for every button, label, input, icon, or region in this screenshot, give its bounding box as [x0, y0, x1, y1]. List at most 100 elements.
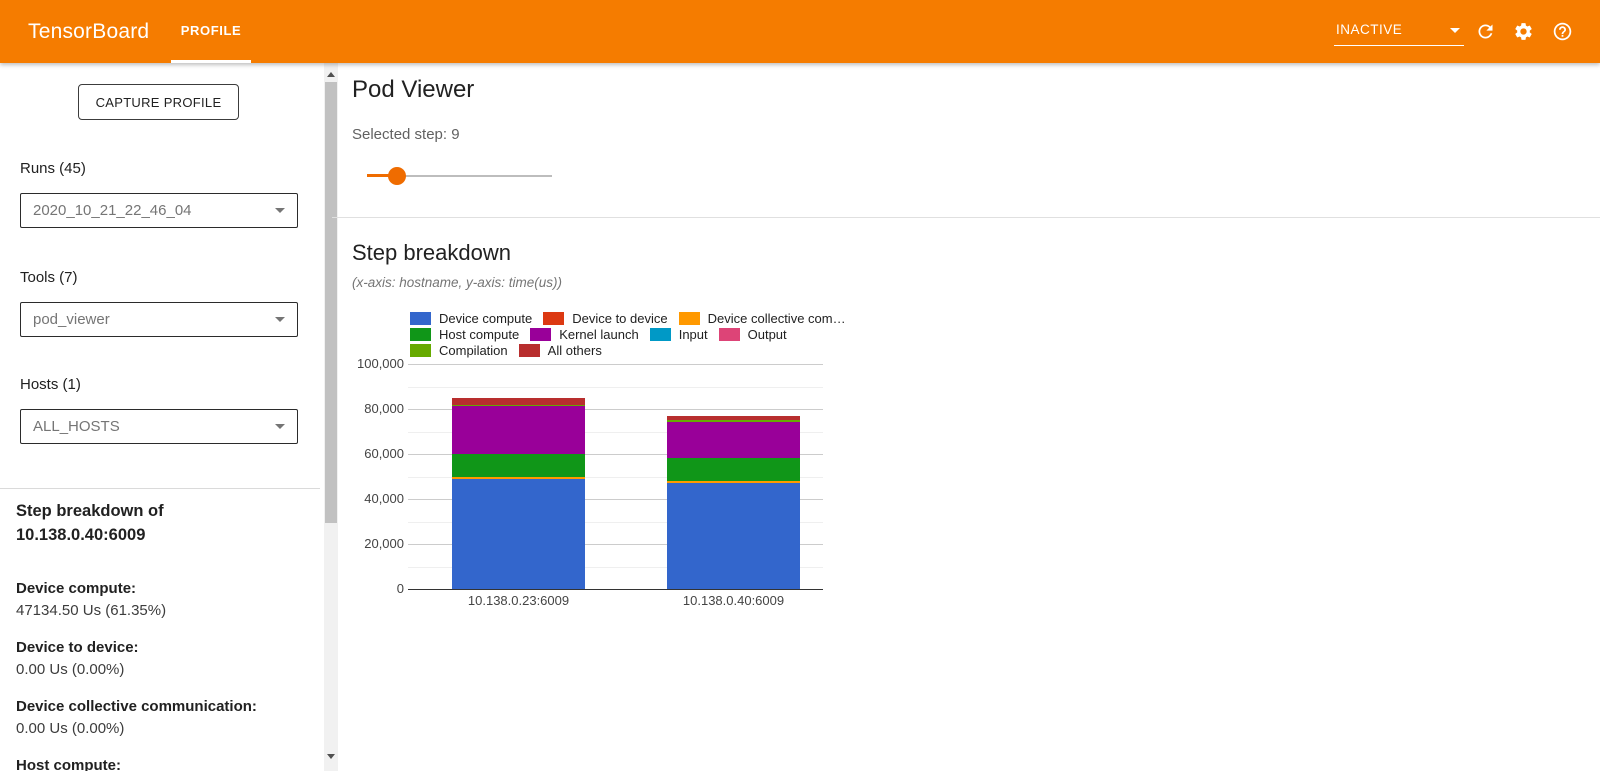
legend-item-input: Input — [649, 327, 708, 342]
sidebar-scrollbar[interactable] — [324, 63, 338, 771]
caret-down-icon — [275, 424, 285, 429]
stat-item: Device collective communication: 0.00 Us … — [16, 696, 308, 740]
step-slider[interactable] — [367, 167, 552, 185]
gridline — [408, 409, 823, 410]
legend-swatch — [649, 327, 671, 341]
bar-segment[interactable] — [452, 454, 585, 478]
legend-swatch — [410, 311, 431, 325]
x-axis-tick-label: 10.138.0.40:6009 — [682, 593, 785, 608]
legend-item-kernel-launch: Kernel launch — [530, 327, 639, 342]
x-axis-line — [408, 589, 823, 590]
slider-fill — [367, 174, 397, 177]
slider-track[interactable] — [367, 175, 552, 177]
legend-label: Output — [747, 326, 787, 342]
legend-swatch — [410, 327, 431, 341]
slider-thumb[interactable] — [387, 167, 406, 185]
gridline — [408, 454, 823, 455]
legend-item-device-to-device: Device to device — [543, 310, 668, 326]
gridline — [408, 499, 823, 500]
gridline — [408, 364, 823, 365]
bar-segment[interactable] — [452, 405, 585, 454]
legend-item-host-compute: Host compute — [410, 327, 519, 342]
scroll-up-icon[interactable] — [327, 72, 335, 77]
stat-value: 0.00 Us (0.00%) — [16, 661, 125, 678]
runs-label: Runs (45) — [20, 160, 86, 177]
step-breakdown-chart: 0 20,000 40,000 60,000 80,000 100,000 10.138.0… — [340, 63, 1240, 623]
help-icon — [1552, 22, 1573, 46]
settings-button[interactable] — [1513, 21, 1534, 42]
section-subtitle: (x-axis: hostname, y-axis: time(us)) — [352, 275, 563, 290]
legend-label: All others — [547, 342, 602, 358]
legend-label: Device collective com… — [707, 310, 846, 326]
legend-row: Compilation All others — [410, 342, 857, 358]
legend-swatch — [518, 343, 540, 357]
bar-segment[interactable] — [452, 477, 585, 479]
sidebar: CAPTURE PROFILE Runs (45) 2020_10_21_22_… — [0, 63, 320, 771]
stat-label: Host compute: — [16, 757, 121, 771]
selected-step-label: Selected step: 9 — [352, 126, 460, 143]
bar-segment[interactable] — [452, 397, 585, 405]
section-title: Step breakdown — [352, 240, 511, 265]
legend-swatch — [678, 311, 700, 325]
bar-segment[interactable] — [452, 404, 585, 406]
hosts-label: Hosts (1) — [20, 376, 81, 393]
help-button[interactable] — [1552, 21, 1573, 42]
gridline — [408, 386, 823, 388]
y-axis-tick-label: 40,000 — [364, 491, 404, 506]
status-dropdown[interactable]: INACTIVE — [1334, 20, 1464, 46]
page-title: Pod Viewer — [352, 76, 475, 103]
scroll-down-icon[interactable] — [327, 754, 335, 759]
stat-value: 47134.50 Us (61.35%) — [16, 602, 167, 619]
stat-item: Host compute: — [16, 755, 308, 771]
gear-icon — [1513, 23, 1534, 46]
bar-segment[interactable] — [667, 416, 800, 421]
legend-row: Device compute Device to device Device col… — [410, 310, 857, 326]
bar-segment[interactable] — [667, 480, 800, 483]
capture-profile-button[interactable]: CAPTURE PROFILE — [78, 84, 239, 120]
tab-profile[interactable]: PROFILE — [171, 0, 251, 63]
y-axis-tick-label: 20,000 — [364, 536, 404, 551]
refresh-button[interactable] — [1475, 21, 1496, 42]
tools-select[interactable]: pod_viewer — [20, 302, 298, 337]
caret-down-icon — [1450, 28, 1460, 33]
chart-legend: Device compute Device to device Device col… — [410, 310, 857, 358]
y-axis-tick-label: 80,000 — [364, 401, 404, 416]
legend-row: Host compute Kernel launch Input Output — [410, 326, 857, 342]
runs-select[interactable]: 2020_10_21_22_46_04 — [20, 193, 298, 228]
gridline — [408, 566, 823, 568]
stat-label: Device compute: — [16, 580, 137, 597]
legend-swatch — [543, 311, 565, 325]
legend-item-output: Output — [718, 326, 787, 342]
app-title: TensorBoard — [28, 19, 150, 43]
y-axis-tick-label: 100,000 — [357, 356, 404, 371]
gridline — [408, 476, 823, 478]
step-breakdown-stats: Device compute: 47134.50 Us (61.35%) Devic… — [16, 578, 308, 771]
bar-segment[interactable] — [667, 457, 800, 481]
bar-segment[interactable] — [667, 482, 800, 589]
y-axis-tick-label: 0 — [396, 581, 404, 596]
stat-item: Device compute: 47134.50 Us (61.35%) — [16, 578, 308, 622]
details-title-line2: 10.138.0.40:6009 — [16, 526, 146, 544]
details-title: Step breakdown of 10.138.0.40:6009 — [16, 499, 306, 547]
caret-down-icon — [275, 317, 285, 322]
bar-segment[interactable] — [452, 478, 585, 589]
legend-item-device-collective-communication: Device collective com… — [678, 310, 846, 326]
hosts-select[interactable]: ALL_HOSTS — [20, 409, 298, 444]
bar-segment[interactable] — [667, 422, 800, 458]
stat-label: Device collective communication: — [16, 698, 257, 715]
stat-item: Device to device: 0.00 Us (0.00%) — [16, 637, 308, 681]
bar-segment[interactable] — [667, 420, 800, 423]
gridline — [408, 431, 823, 433]
runs-select-value: 2020_10_21_22_46_04 — [33, 202, 192, 219]
details-title-line1: Step breakdown of — [16, 502, 164, 520]
gridline — [408, 544, 823, 545]
tools-select-value: pod_viewer — [33, 311, 110, 328]
legend-label: Kernel launch — [559, 326, 639, 342]
legend-label: Device to device — [572, 310, 668, 326]
scrollbar-thumb[interactable] — [325, 82, 337, 523]
y-axis-tick-label: 60,000 — [364, 446, 404, 461]
x-axis-tick-label: 10.138.0.23:6009 — [467, 593, 570, 608]
legend-item-compilation: Compilation — [410, 343, 508, 358]
app-header: TensorBoard PROFILE INACTIVE — [0, 0, 1600, 63]
legend-swatch — [410, 343, 431, 357]
